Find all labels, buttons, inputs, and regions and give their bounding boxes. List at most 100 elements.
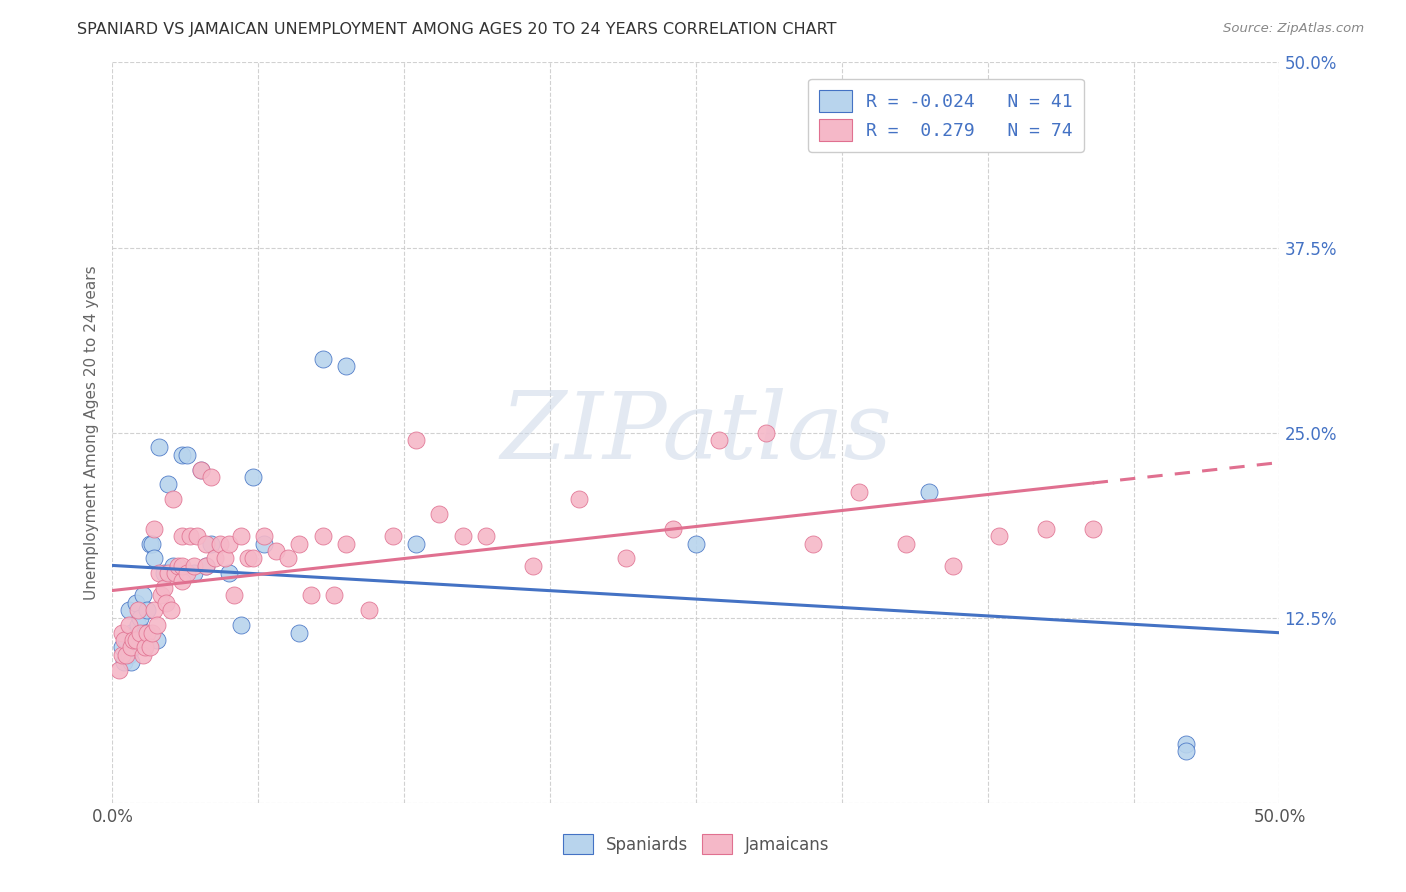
Point bbox=[475, 529, 498, 543]
Point bbox=[122, 632, 145, 647]
Point bbox=[988, 529, 1011, 543]
Point bbox=[214, 551, 236, 566]
Point bbox=[112, 632, 135, 647]
Point bbox=[176, 448, 198, 462]
Point bbox=[143, 551, 166, 566]
Point bbox=[242, 551, 264, 566]
Point bbox=[323, 589, 346, 603]
Point bbox=[120, 625, 142, 640]
Point bbox=[143, 522, 166, 536]
Point bbox=[165, 566, 187, 581]
Point bbox=[568, 492, 591, 507]
Point bbox=[118, 618, 141, 632]
Point bbox=[299, 589, 322, 603]
Legend: Spaniards, Jamaicans: Spaniards, Jamaicans bbox=[555, 828, 837, 861]
Point bbox=[134, 640, 156, 655]
Point bbox=[179, 529, 201, 543]
Point bbox=[111, 625, 134, 640]
Point bbox=[176, 566, 198, 581]
Point bbox=[141, 536, 163, 550]
Point bbox=[150, 589, 173, 603]
Point bbox=[186, 529, 208, 543]
Point bbox=[146, 632, 169, 647]
Point bbox=[276, 551, 298, 566]
Point bbox=[1035, 522, 1057, 536]
Point bbox=[136, 603, 159, 617]
Point bbox=[451, 529, 474, 543]
Text: Source: ZipAtlas.com: Source: ZipAtlas.com bbox=[1223, 22, 1364, 36]
Point bbox=[157, 566, 180, 581]
Point bbox=[125, 625, 148, 640]
Point bbox=[132, 648, 155, 662]
Point bbox=[1175, 737, 1198, 751]
Point bbox=[614, 551, 637, 566]
Point bbox=[229, 529, 252, 543]
Point bbox=[143, 603, 166, 617]
Point bbox=[136, 625, 159, 640]
Point bbox=[311, 351, 333, 366]
Point bbox=[359, 603, 381, 617]
Point bbox=[153, 581, 176, 595]
Point bbox=[118, 648, 141, 662]
Point bbox=[229, 618, 252, 632]
Point bbox=[120, 640, 142, 655]
Point bbox=[134, 625, 156, 640]
Point bbox=[172, 529, 194, 543]
Point bbox=[112, 655, 135, 669]
Point bbox=[709, 433, 731, 447]
Point bbox=[125, 632, 148, 647]
Point bbox=[172, 448, 194, 462]
Point bbox=[522, 558, 544, 573]
Point bbox=[848, 484, 870, 499]
Point bbox=[942, 558, 965, 573]
Point bbox=[139, 536, 162, 550]
Point bbox=[264, 544, 287, 558]
Point bbox=[208, 536, 231, 550]
Point bbox=[194, 558, 217, 573]
Point bbox=[122, 640, 145, 655]
Y-axis label: Unemployment Among Ages 20 to 24 years: Unemployment Among Ages 20 to 24 years bbox=[84, 265, 100, 600]
Point bbox=[157, 477, 180, 491]
Point bbox=[218, 566, 240, 581]
Point bbox=[1081, 522, 1104, 536]
Point bbox=[125, 596, 148, 610]
Point bbox=[160, 603, 183, 617]
Point bbox=[335, 536, 357, 550]
Point bbox=[120, 655, 142, 669]
Point bbox=[111, 648, 134, 662]
Point bbox=[183, 566, 205, 581]
Point bbox=[129, 610, 152, 624]
Point bbox=[335, 359, 357, 373]
Point bbox=[129, 625, 152, 640]
Point bbox=[172, 558, 194, 573]
Point bbox=[162, 558, 184, 573]
Point bbox=[127, 618, 149, 632]
Point bbox=[427, 507, 450, 521]
Point bbox=[118, 603, 141, 617]
Point bbox=[162, 492, 184, 507]
Point bbox=[153, 566, 176, 581]
Text: SPANIARD VS JAMAICAN UNEMPLOYMENT AMONG AGES 20 TO 24 YEARS CORRELATION CHART: SPANIARD VS JAMAICAN UNEMPLOYMENT AMONG … bbox=[77, 22, 837, 37]
Text: ZIPatlas: ZIPatlas bbox=[501, 388, 891, 477]
Point bbox=[127, 603, 149, 617]
Point bbox=[148, 441, 170, 455]
Point bbox=[200, 536, 222, 550]
Point bbox=[685, 536, 707, 550]
Point bbox=[194, 558, 217, 573]
Point bbox=[166, 558, 188, 573]
Point bbox=[115, 632, 138, 647]
Point bbox=[755, 425, 778, 440]
Point bbox=[204, 551, 226, 566]
Point bbox=[405, 433, 427, 447]
Point bbox=[288, 625, 311, 640]
Point bbox=[236, 551, 259, 566]
Point bbox=[1175, 744, 1198, 758]
Point bbox=[132, 589, 155, 603]
Point bbox=[148, 566, 170, 581]
Point bbox=[381, 529, 404, 543]
Point bbox=[155, 596, 177, 610]
Point bbox=[200, 470, 222, 484]
Point bbox=[288, 536, 311, 550]
Point bbox=[661, 522, 683, 536]
Point bbox=[190, 462, 212, 476]
